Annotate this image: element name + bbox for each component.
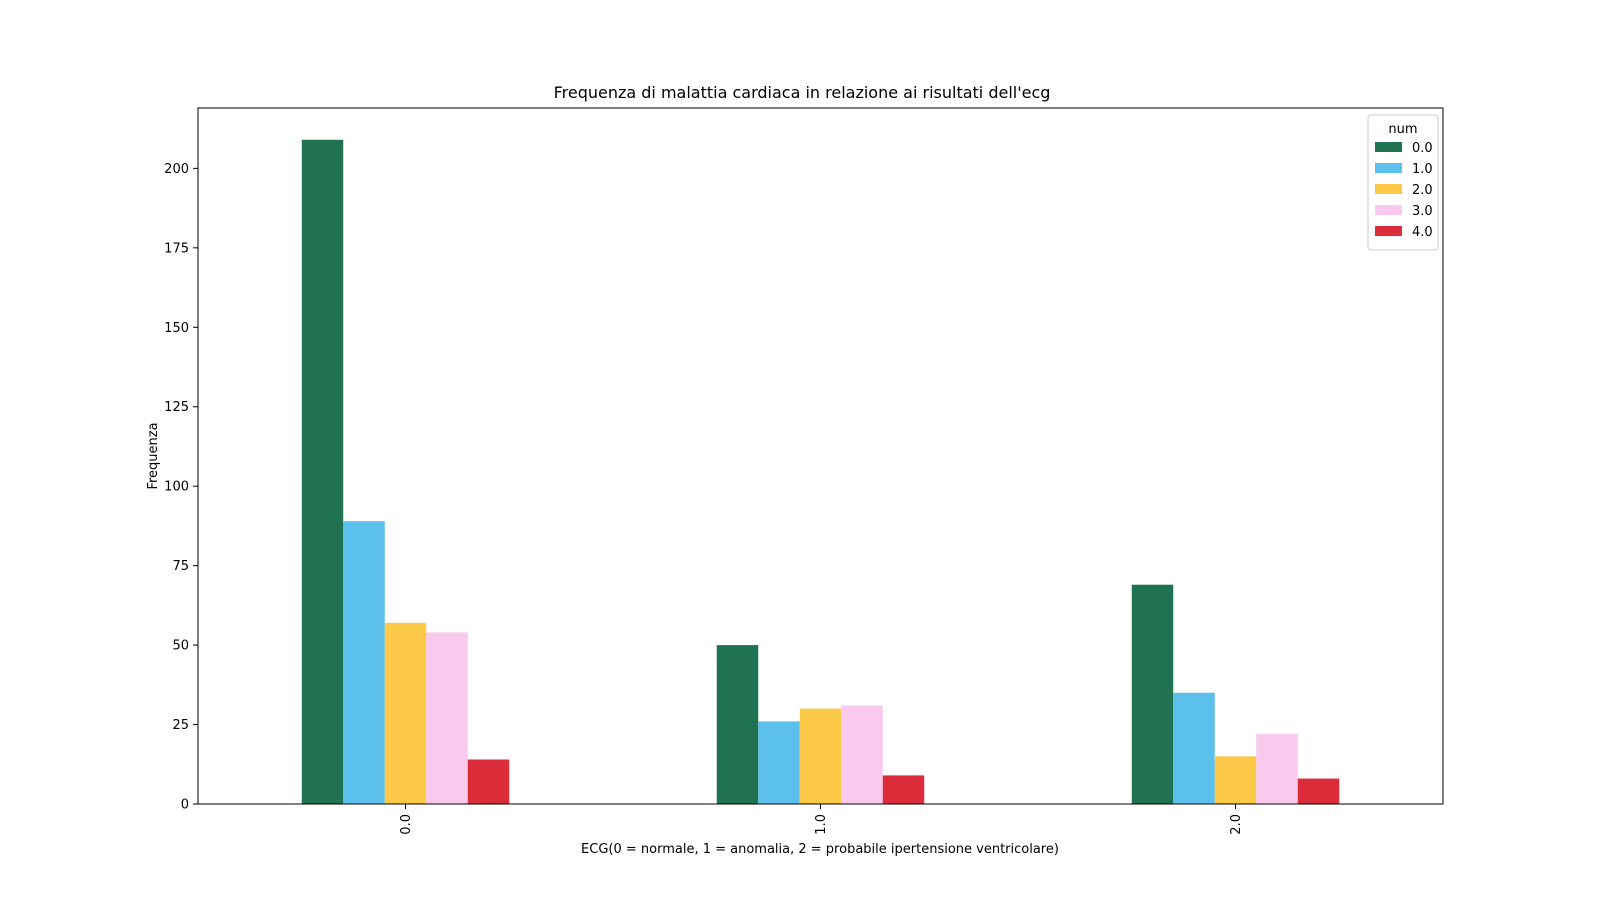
- bar-2.0-series-3.0: [1256, 734, 1298, 804]
- bar-2.0-series-4.0: [1297, 778, 1340, 804]
- y-tick-label: 150: [164, 321, 189, 336]
- bar-1.0-series-0.0: [716, 645, 759, 804]
- bar-1.0-series-3.0: [841, 705, 883, 804]
- legend-swatch: [1375, 226, 1402, 236]
- bar-0.0-series-1.0: [343, 521, 385, 804]
- bar-2.0-series-2.0: [1214, 756, 1257, 804]
- legend-label: 4.0: [1412, 225, 1433, 240]
- x-tick-label: 1.0: [814, 814, 829, 835]
- y-tick-label: 75: [172, 559, 189, 574]
- x-tick-label: 0.0: [399, 814, 414, 835]
- legend-label: 0.0: [1412, 141, 1433, 156]
- y-tick-label: 0: [181, 798, 189, 813]
- bar-1.0-series-2.0: [799, 708, 842, 804]
- bar-0.0-series-4.0: [467, 759, 510, 804]
- x-tick-label: 2.0: [1229, 814, 1244, 835]
- legend-title: num: [1388, 122, 1417, 137]
- legend-swatch: [1375, 163, 1402, 173]
- y-tick-label: 100: [164, 480, 189, 495]
- chart-title: Frequenza di malattia cardiaca in relazi…: [554, 83, 1051, 102]
- legend: num 0.0 1.0 2.0 3.0 4.0: [1367, 114, 1439, 251]
- y-axis-label: Frequenza: [146, 422, 161, 489]
- bar-0.0-series-3.0: [426, 632, 468, 804]
- y-tick-label: 50: [172, 639, 189, 654]
- legend-swatch: [1375, 142, 1402, 152]
- y-tick-label: 25: [172, 718, 189, 733]
- legend-label: 1.0: [1412, 162, 1433, 177]
- bars-group: [301, 139, 1340, 804]
- legend-swatch: [1375, 184, 1402, 194]
- bar-2.0-series-0.0: [1131, 584, 1174, 804]
- y-axis: 0 25 50 75 100 125 150 175 200: [164, 162, 198, 813]
- x-axis-label: ECG(0 = normale, 1 = anomalia, 2 = proba…: [581, 842, 1059, 857]
- legend-swatch: [1375, 205, 1402, 215]
- legend-label: 2.0: [1412, 183, 1433, 198]
- bar-2.0-series-1.0: [1173, 692, 1215, 804]
- y-tick-label: 175: [164, 241, 189, 256]
- y-tick-label: 125: [164, 400, 189, 415]
- legend-label: 3.0: [1412, 204, 1433, 219]
- bar-0.0-series-0.0: [301, 139, 344, 804]
- bar-0.0-series-2.0: [384, 622, 427, 804]
- bar-1.0-series-4.0: [882, 775, 925, 804]
- y-tick-label: 200: [164, 162, 189, 177]
- x-axis: 0.0 1.0 2.0: [399, 804, 1244, 835]
- bar-1.0-series-1.0: [758, 721, 800, 804]
